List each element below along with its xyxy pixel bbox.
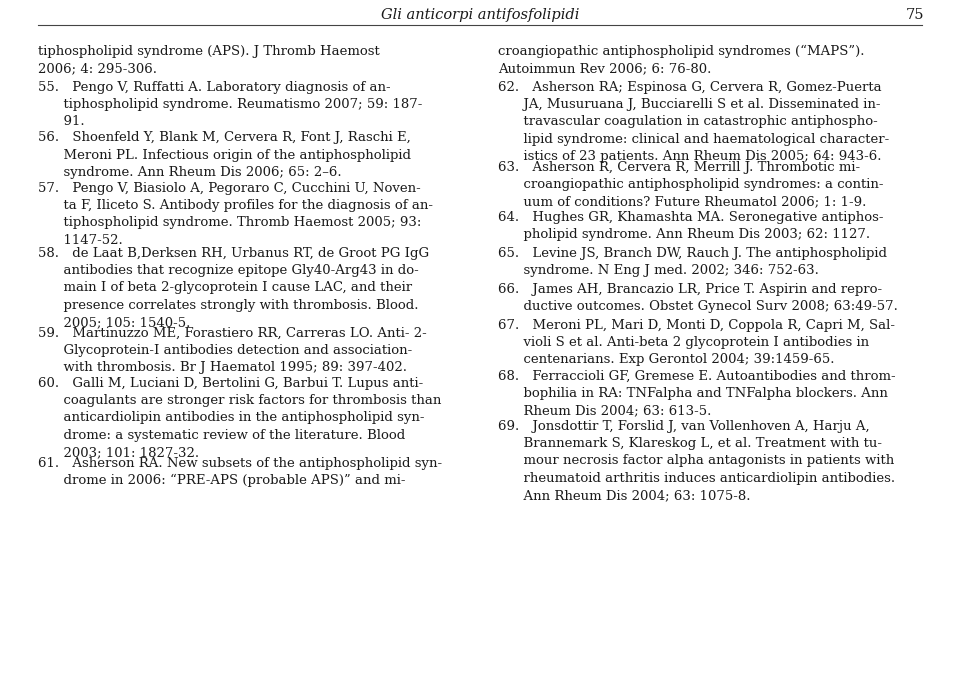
Text: 64. Hughes GR, Khamashta MA. Seronegative antiphos-
      pholipid syndrome. Ann: 64. Hughes GR, Khamashta MA. Seronegativ…	[498, 211, 883, 241]
Text: 66. James AH, Brancazio LR, Price T. Aspirin and repro-
      ductive outcomes. : 66. James AH, Brancazio LR, Price T. Asp…	[498, 283, 898, 313]
Text: 68. Ferraccioli GF, Gremese E. Autoantibodies and throm-
      bophilia in RA: T: 68. Ferraccioli GF, Gremese E. Autoantib…	[498, 369, 896, 417]
Text: 67. Meroni PL, Mari D, Monti D, Coppola R, Capri M, Sal-
      violi S et al. An: 67. Meroni PL, Mari D, Monti D, Coppola …	[498, 319, 895, 367]
Text: Gli anticorpi antifosfolipidi: Gli anticorpi antifosfolipidi	[381, 8, 579, 22]
Text: 75: 75	[905, 8, 924, 22]
Text: 56. Shoenfeld Y, Blank M, Cervera R, Font J, Raschi E,
      Meroni PL. Infectio: 56. Shoenfeld Y, Blank M, Cervera R, Fon…	[38, 132, 411, 179]
Text: 61. Asherson RA. New subsets of the antiphospholipid syn-
      drome in 2006: “: 61. Asherson RA. New subsets of the anti…	[38, 457, 443, 487]
Text: 58. de Laat B,Derksen RH, Urbanus RT, de Groot PG IgG
      antibodies that reco: 58. de Laat B,Derksen RH, Urbanus RT, de…	[38, 247, 429, 328]
Text: 69. Jonsdottir T, Forslid J, van Vollenhoven A, Harju A,
      Brannemark S, Kla: 69. Jonsdottir T, Forslid J, van Vollenh…	[498, 420, 895, 502]
Text: 65. Levine JS, Branch DW, Rauch J. The antiphospholipid
      syndrome. N Eng J : 65. Levine JS, Branch DW, Rauch J. The a…	[498, 247, 887, 277]
Text: 62. Asherson RA; Espinosa G, Cervera R, Gomez-Puerta
      JA, Musuruana J, Bucc: 62. Asherson RA; Espinosa G, Cervera R, …	[498, 81, 889, 163]
Text: 57. Pengo V, Biasiolo A, Pegoraro C, Cucchini U, Noven-
      ta F, Iliceto S. A: 57. Pengo V, Biasiolo A, Pegoraro C, Cuc…	[38, 182, 433, 247]
Text: croangiopathic antiphospholipid syndromes (“MAPS”).
Autoimmun Rev 2006; 6: 76-80: croangiopathic antiphospholipid syndrome…	[498, 45, 865, 76]
Text: 55. Pengo V, Ruffatti A. Laboratory diagnosis of an-
      tiphospholipid syndro: 55. Pengo V, Ruffatti A. Laboratory diag…	[38, 81, 422, 128]
Text: 59. Martinuzzo ME, Forastiero RR, Carreras LO. Anti- 2-
      Glycoprotein-I ant: 59. Martinuzzo ME, Forastiero RR, Carrer…	[38, 326, 427, 374]
Text: 63. Asherson R, Cervera R, Merrill J. Thrombotic mi-
      croangiopathic antiph: 63. Asherson R, Cervera R, Merrill J. Th…	[498, 161, 883, 208]
Text: 60. Galli M, Luciani D, Bertolini G, Barbui T. Lupus anti-
      coagulants are : 60. Galli M, Luciani D, Bertolini G, Bar…	[38, 377, 442, 459]
Text: tiphospholipid syndrome (APS). J Thromb Haemost
2006; 4: 295-306.: tiphospholipid syndrome (APS). J Thromb …	[38, 45, 380, 76]
